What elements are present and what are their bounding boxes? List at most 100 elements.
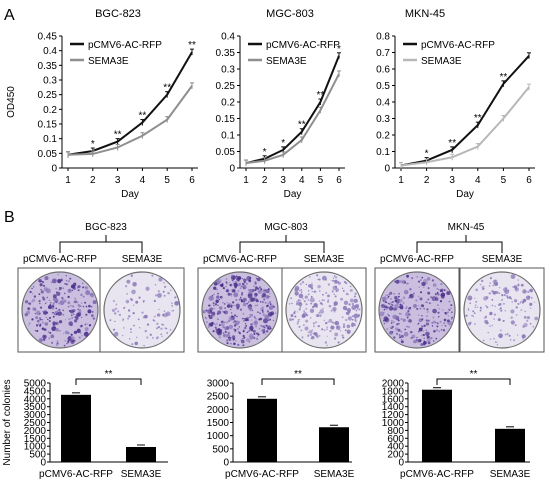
colony: [390, 322, 393, 324]
y-tick-label: 1400: [382, 402, 405, 413]
colony: [342, 289, 345, 292]
colony: [437, 304, 439, 306]
colony: [491, 304, 494, 307]
colony: [58, 329, 61, 332]
colony: [85, 331, 88, 334]
colony: [391, 325, 394, 329]
colony: [138, 327, 141, 329]
colony: [236, 315, 238, 318]
colony: [291, 302, 293, 305]
bar-2: [495, 428, 525, 462]
colony: [499, 307, 502, 310]
colony: [433, 330, 436, 333]
colony: [132, 304, 135, 306]
colony: [213, 322, 216, 326]
x-tick-label: 2: [262, 175, 268, 186]
colony: [522, 289, 527, 294]
y-tick-label: 1800: [382, 386, 405, 397]
colony: [123, 327, 125, 329]
colony: [34, 329, 37, 332]
colony: [302, 312, 308, 317]
colony: [334, 332, 339, 337]
dish-label: SEMA3E: [122, 254, 163, 265]
colony: [390, 297, 393, 301]
colony: [394, 305, 397, 307]
colony: [311, 305, 315, 309]
colony: [80, 316, 83, 319]
colony: [263, 329, 265, 332]
colony: [163, 310, 166, 312]
x-category-label: SEMA3E: [314, 469, 355, 480]
colony: [71, 314, 73, 317]
colony: [499, 335, 502, 338]
panel-label-a: A: [4, 7, 15, 24]
colony: [166, 332, 169, 334]
colony: [242, 312, 245, 315]
colony: [68, 321, 73, 326]
colony: [327, 283, 331, 286]
colony: [321, 328, 324, 331]
colony: [211, 296, 215, 300]
colony: [50, 335, 52, 337]
colony: [230, 312, 233, 314]
colony: [41, 321, 45, 324]
colony: [451, 316, 454, 319]
colony: [432, 340, 435, 342]
colony: [214, 303, 218, 306]
y-tick-label: 0.1: [43, 134, 57, 145]
colony: [298, 302, 303, 307]
colony: [427, 291, 431, 295]
colony: [335, 325, 341, 331]
colony: [524, 310, 526, 313]
colony: [389, 291, 393, 295]
colony: [80, 305, 82, 307]
colony: [406, 282, 408, 285]
colony: [403, 331, 409, 337]
y-tick-label: 500: [212, 444, 229, 455]
colony: [224, 330, 227, 334]
colony: [253, 316, 256, 318]
colony: [34, 309, 37, 312]
colony: [310, 302, 313, 305]
colony: [395, 332, 399, 335]
colony: [40, 288, 42, 291]
colony: [419, 297, 423, 301]
colony: [474, 304, 477, 306]
colony: [317, 278, 319, 281]
colony: [174, 296, 177, 299]
colony: [130, 274, 134, 277]
colony: [164, 285, 167, 288]
colony: [489, 338, 492, 340]
colony: [310, 317, 312, 319]
culture-dish: [103, 271, 181, 349]
colony: [129, 297, 133, 301]
colony: [393, 292, 396, 296]
colony: [70, 336, 75, 341]
colony: [402, 318, 406, 322]
colony: [425, 329, 428, 331]
colony: [334, 276, 338, 279]
x-tick-label: 1: [243, 175, 249, 186]
colony: [349, 285, 352, 288]
x-tick-label: 5: [164, 175, 170, 186]
series-line-2: [245, 73, 340, 165]
colony: [513, 285, 518, 289]
series-line-2: [400, 86, 530, 167]
y-tick-label: 0.35: [38, 61, 58, 72]
colony: [55, 307, 58, 310]
colony: [435, 297, 439, 301]
colony: [326, 328, 328, 331]
significance-mark: **: [470, 369, 478, 380]
colony: [69, 304, 72, 307]
colony: [400, 330, 403, 333]
colony: [394, 296, 398, 300]
colony: [169, 329, 172, 331]
colony: [221, 283, 224, 287]
colony: [64, 319, 67, 321]
significance-mark: **: [139, 111, 147, 122]
colony: [500, 309, 503, 312]
colony: [67, 305, 70, 308]
colony: [218, 298, 221, 301]
colony: [519, 302, 522, 304]
colony: [426, 277, 431, 281]
